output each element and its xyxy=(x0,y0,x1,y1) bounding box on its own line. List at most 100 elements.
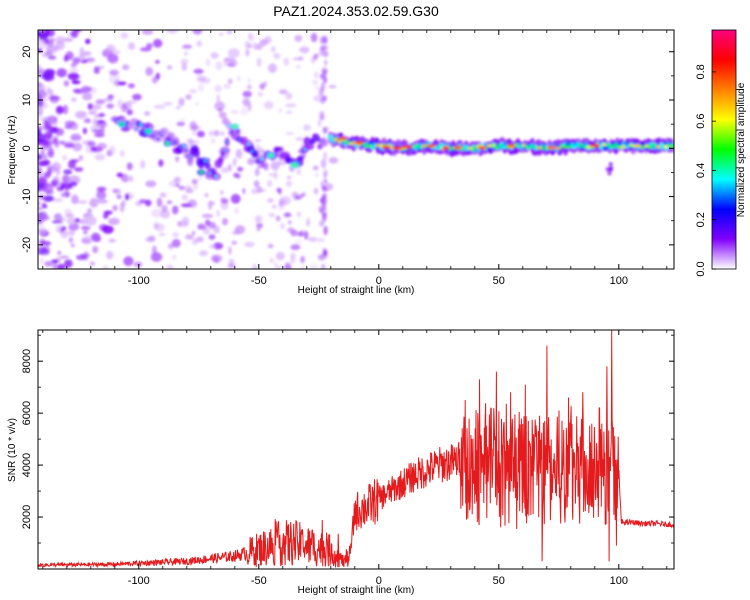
spectrogram-cell xyxy=(93,66,100,74)
spectrogram-cell xyxy=(38,133,47,143)
spectrogram-cell xyxy=(44,73,55,82)
spectrogram-cell xyxy=(629,143,634,147)
spectrogram-cell xyxy=(53,213,63,221)
spectrogram-cell xyxy=(60,230,69,238)
spectrogram-cell xyxy=(247,142,251,146)
spectrogram-cell xyxy=(158,232,166,237)
spectrogram-cell xyxy=(322,37,328,44)
colorbar-tick-label: 0.4 xyxy=(695,163,707,178)
spectrogram-cell xyxy=(498,144,503,148)
spectrogram-cell xyxy=(68,229,75,237)
spectrogram-cell xyxy=(617,145,622,149)
colorbar-frame xyxy=(711,29,737,270)
spectrogram-cell xyxy=(62,174,70,183)
spectrogram-cell xyxy=(295,137,305,141)
spectrogram-cell xyxy=(171,238,181,248)
colorbar-label: Normalized spectral amplitude xyxy=(736,82,747,217)
spectrogram-cell xyxy=(49,95,59,104)
spectrogram-cell xyxy=(285,92,293,100)
spectrogram-cell xyxy=(278,108,282,113)
spectrogram-cell xyxy=(260,39,265,49)
spectrogram-cell xyxy=(182,144,186,148)
spectrogram-cell xyxy=(113,188,121,194)
spectrogram-cell xyxy=(185,188,194,194)
spectrogram-cell xyxy=(120,173,129,182)
spectrogram-cell xyxy=(213,225,220,234)
spectrogram-cell xyxy=(70,30,79,38)
spectrogram-cell xyxy=(89,126,99,130)
spectrogram-cell xyxy=(663,145,668,149)
spectrogram-cell xyxy=(218,32,224,37)
spectrogram-cell xyxy=(621,145,626,149)
spectrogram-cell xyxy=(94,153,106,161)
spectrogram-cell xyxy=(175,105,181,110)
spectrogram-cell xyxy=(43,171,51,179)
spectrogram-cell xyxy=(321,263,326,269)
spectrogram-cell xyxy=(285,131,295,136)
spectrogram-cell xyxy=(92,117,98,128)
spectrogram-cell xyxy=(65,213,74,218)
spectrogram-cell xyxy=(322,76,328,84)
spectrogram-cell xyxy=(167,243,174,250)
spectrogram-cell xyxy=(275,215,281,222)
spectrogram-cell xyxy=(38,38,41,47)
spectrogram-cell xyxy=(112,205,118,211)
spectrogram-cell xyxy=(91,129,104,133)
spectrogram-cell xyxy=(106,44,116,53)
spectrogram-cell xyxy=(237,75,241,82)
spectrogram-cell xyxy=(44,39,49,44)
snr-x-tick-label: 100 xyxy=(610,575,628,587)
snr-x-tick-label: -50 xyxy=(251,575,267,587)
spectrogram-cell xyxy=(45,190,54,195)
spectrogram-cell xyxy=(313,187,319,195)
spectrogram-cell xyxy=(78,155,84,161)
spectrogram-cell xyxy=(364,144,369,148)
spectrogram-cell xyxy=(276,187,282,193)
colorbar-tick-label: 0.8 xyxy=(695,64,707,79)
spectrogram-cell xyxy=(240,107,249,116)
spectrogram-cell xyxy=(126,162,133,171)
spectrogram-cell xyxy=(319,73,324,80)
spectrogram-cell xyxy=(74,167,84,172)
spectrogram-cell xyxy=(128,175,134,182)
spectrogram-cell xyxy=(184,149,188,152)
spectrogram-cell xyxy=(104,97,114,102)
spectrogram-cell xyxy=(125,193,130,201)
spectrogram-cell xyxy=(257,91,264,97)
spectrogram-cell xyxy=(203,159,208,162)
spectrogram-cell xyxy=(106,103,114,109)
spectrogram-cell xyxy=(536,145,542,150)
spectrogram-cell xyxy=(38,43,48,49)
spectrogram-cell xyxy=(214,175,218,178)
spectrogram-cell xyxy=(108,145,116,155)
spectrogram-cell xyxy=(106,250,114,260)
spectrogram-cell xyxy=(195,101,199,106)
spectrogram-cell xyxy=(66,217,76,225)
chart-title: PAZ1.2024.353.02.59.G30 xyxy=(273,3,439,19)
spectrogram-cell xyxy=(211,138,216,144)
spectrogram-cell xyxy=(280,222,285,230)
spectrogram-cell xyxy=(220,190,224,195)
spectrogram-cell xyxy=(316,237,325,243)
spectrogram-cell xyxy=(151,208,163,218)
spectrogram-cell xyxy=(221,198,229,204)
spectrogram-cell xyxy=(228,78,233,85)
spectrogram-cell xyxy=(173,141,177,144)
spectrogram-cell xyxy=(38,102,49,109)
spectrogram-cell xyxy=(39,153,48,160)
spectrogram-cell xyxy=(278,200,284,207)
spectrogram-cell xyxy=(191,125,200,131)
spectrogram-cell xyxy=(375,143,380,147)
spectrogram-cell xyxy=(161,204,168,213)
spectrogram-cell xyxy=(184,51,188,56)
spectrogram-cell xyxy=(223,83,231,89)
spectrogram-cell xyxy=(150,252,163,262)
spectrogram-cell xyxy=(108,238,116,243)
spectrogram-cell xyxy=(96,186,107,192)
spectrogram-cell xyxy=(217,157,224,164)
spectrogram-cell xyxy=(608,162,613,167)
spectrogram-cell xyxy=(90,261,95,267)
spectrogram-cell xyxy=(46,88,54,96)
spectrogram-cell xyxy=(44,261,54,267)
